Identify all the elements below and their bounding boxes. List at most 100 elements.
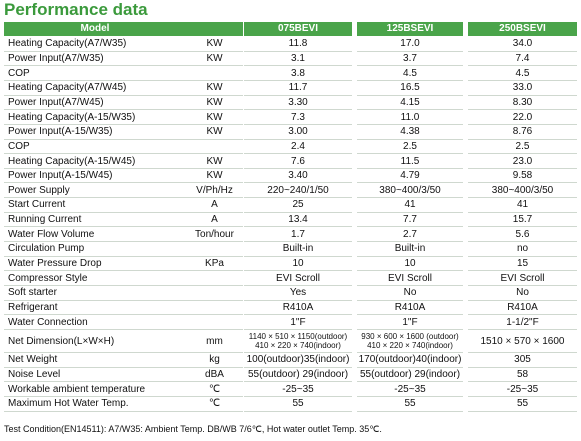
unit-cell: KW bbox=[186, 125, 243, 140]
value-cell: R410A bbox=[468, 301, 577, 316]
row-label: Start Current bbox=[4, 198, 186, 213]
value-cell: No bbox=[468, 286, 577, 301]
value-cell: 2.5 bbox=[468, 140, 577, 155]
value-cell: 1"F bbox=[357, 315, 463, 330]
row-label: Heating Capacity(A-15/W45) bbox=[4, 154, 186, 169]
value-cell: 4.5 bbox=[357, 66, 463, 81]
value-cell: 11.0 bbox=[357, 110, 463, 125]
value-cell: 23.0 bbox=[468, 154, 577, 169]
value-cell: 4.79 bbox=[357, 169, 463, 184]
value-cell: 2.5 bbox=[357, 140, 463, 155]
unit-cell: V/Ph/Hz bbox=[186, 184, 243, 199]
value-cell: 11.8 bbox=[244, 37, 352, 52]
value-cell: 3.00 bbox=[244, 125, 352, 140]
value-cell: -25~35 bbox=[244, 382, 352, 397]
value-cell: 170(outdoor)40(indoor) bbox=[357, 353, 463, 368]
value-cell: Built-in bbox=[357, 242, 463, 257]
header-cell: 250BSEVI bbox=[468, 22, 577, 36]
header-cell: Model bbox=[4, 22, 186, 36]
value-cell: 7.6 bbox=[244, 154, 352, 169]
row-label: Circulation Pump bbox=[4, 242, 186, 257]
unit-cell: KPa bbox=[186, 257, 243, 272]
row-label: Power Supply bbox=[4, 184, 186, 199]
row-label: Net Dimension(L×W×H) bbox=[4, 330, 186, 353]
value-line: 410 × 220 × 740(indoor) bbox=[367, 341, 453, 350]
value-cell: -25~35 bbox=[468, 382, 577, 397]
unit-cell bbox=[186, 286, 243, 301]
value-cell: 930 × 600 × 1600 (outdoor) 410 × 220 × 74… bbox=[357, 330, 463, 353]
value-cell: 10 bbox=[357, 257, 463, 272]
value-cell: 10 bbox=[244, 257, 352, 272]
value-cell: 22.0 bbox=[468, 110, 577, 125]
value-line: 410 × 220 × 740(indoor) bbox=[255, 341, 341, 350]
unit-cell bbox=[186, 242, 243, 257]
row-label: Heating Capacity(A-15/W35) bbox=[4, 110, 186, 125]
unit-cell bbox=[186, 140, 243, 155]
value-cell: 1510 × 570 × 1600 bbox=[468, 330, 577, 353]
value-line: 1140 × 510 × 1150(outdoor) bbox=[248, 332, 348, 341]
value-cell: 7.3 bbox=[244, 110, 352, 125]
value-cell: R410A bbox=[357, 301, 463, 316]
value-cell: 100(outdoor)35(indoor) bbox=[244, 353, 352, 368]
value-cell: 8.76 bbox=[468, 125, 577, 140]
value-cell: 9.58 bbox=[468, 169, 577, 184]
value-cell: 380~400/3/50 bbox=[357, 184, 463, 199]
row-label: Maximum Hot Water Temp. bbox=[4, 397, 186, 412]
value-cell: 3.1 bbox=[244, 52, 352, 67]
footnote: Test Condition(EN14511): A7/W35: Ambient… bbox=[4, 424, 382, 434]
value-cell: 1-1/2"F bbox=[468, 315, 577, 330]
value-cell: 7.7 bbox=[357, 213, 463, 228]
row-label: Running Current bbox=[4, 213, 186, 228]
value-cell: 8.30 bbox=[468, 96, 577, 111]
value-cell: 55(outdoor) 29(indoor) bbox=[357, 368, 463, 383]
value-cell: 1"F bbox=[244, 315, 352, 330]
page-title: Performance data bbox=[4, 0, 148, 19]
value-cell: 1140 × 510 × 1150(outdoor) 410 × 220 × 74… bbox=[244, 330, 352, 353]
row-label: Soft starter bbox=[4, 286, 186, 301]
unit-cell: KW bbox=[186, 110, 243, 125]
value-cell: 4.15 bbox=[357, 96, 463, 111]
value-cell: 41 bbox=[468, 198, 577, 213]
value-cell: Yes bbox=[244, 286, 352, 301]
row-label: COP bbox=[4, 66, 186, 81]
row-label: COP bbox=[4, 140, 186, 155]
unit-cell: Ton/hour bbox=[186, 227, 243, 243]
value-cell: 33.0 bbox=[468, 81, 577, 96]
value-cell: 11.5 bbox=[357, 154, 463, 169]
value-cell: EVI Scroll bbox=[357, 271, 463, 287]
unit-cell: A bbox=[186, 213, 243, 228]
row-label: Water Flow Volume bbox=[4, 227, 186, 243]
value-cell: 3.30 bbox=[244, 96, 352, 111]
value-cell: 5.6 bbox=[468, 227, 577, 243]
value-cell: 15 bbox=[468, 257, 577, 272]
unit-cell: kg bbox=[186, 353, 243, 368]
unit-cell: KW bbox=[186, 52, 243, 67]
unit-cell: mm bbox=[186, 330, 243, 353]
unit-cell: dBA bbox=[186, 368, 243, 383]
row-label: Water Pressure Drop bbox=[4, 257, 186, 272]
value-cell: 3.40 bbox=[244, 169, 352, 184]
row-label: Power Input(A-15/W35) bbox=[4, 125, 186, 140]
value-cell: 2.7 bbox=[357, 227, 463, 243]
value-cell: 1.7 bbox=[244, 227, 352, 243]
value-cell: 55(outdoor) 29(indoor) bbox=[244, 368, 352, 383]
header-cell: 125BSEVI bbox=[357, 22, 463, 36]
value-cell: Built-in bbox=[244, 242, 352, 257]
unit-cell: KW bbox=[186, 96, 243, 111]
unit-cell: A bbox=[186, 198, 243, 213]
value-line: 930 × 600 × 1600 (outdoor) bbox=[361, 332, 459, 341]
value-cell: no bbox=[468, 242, 577, 257]
row-label: Compressor Style bbox=[4, 271, 186, 287]
value-cell: R410A bbox=[244, 301, 352, 316]
value-cell: EVI Scroll bbox=[468, 271, 577, 287]
unit-cell bbox=[186, 66, 243, 81]
row-label: Heating Capacity(A7/W35) bbox=[4, 37, 186, 52]
value-cell: 55 bbox=[357, 397, 463, 412]
value-cell: 4.38 bbox=[357, 125, 463, 140]
value-cell: 380~400/3/50 bbox=[468, 184, 577, 199]
value-cell: 17.0 bbox=[357, 37, 463, 52]
unit-cell: KW bbox=[186, 81, 243, 96]
unit-cell bbox=[186, 271, 243, 287]
value-cell: 55 bbox=[244, 397, 352, 412]
value-cell: EVI Scroll bbox=[244, 271, 352, 287]
